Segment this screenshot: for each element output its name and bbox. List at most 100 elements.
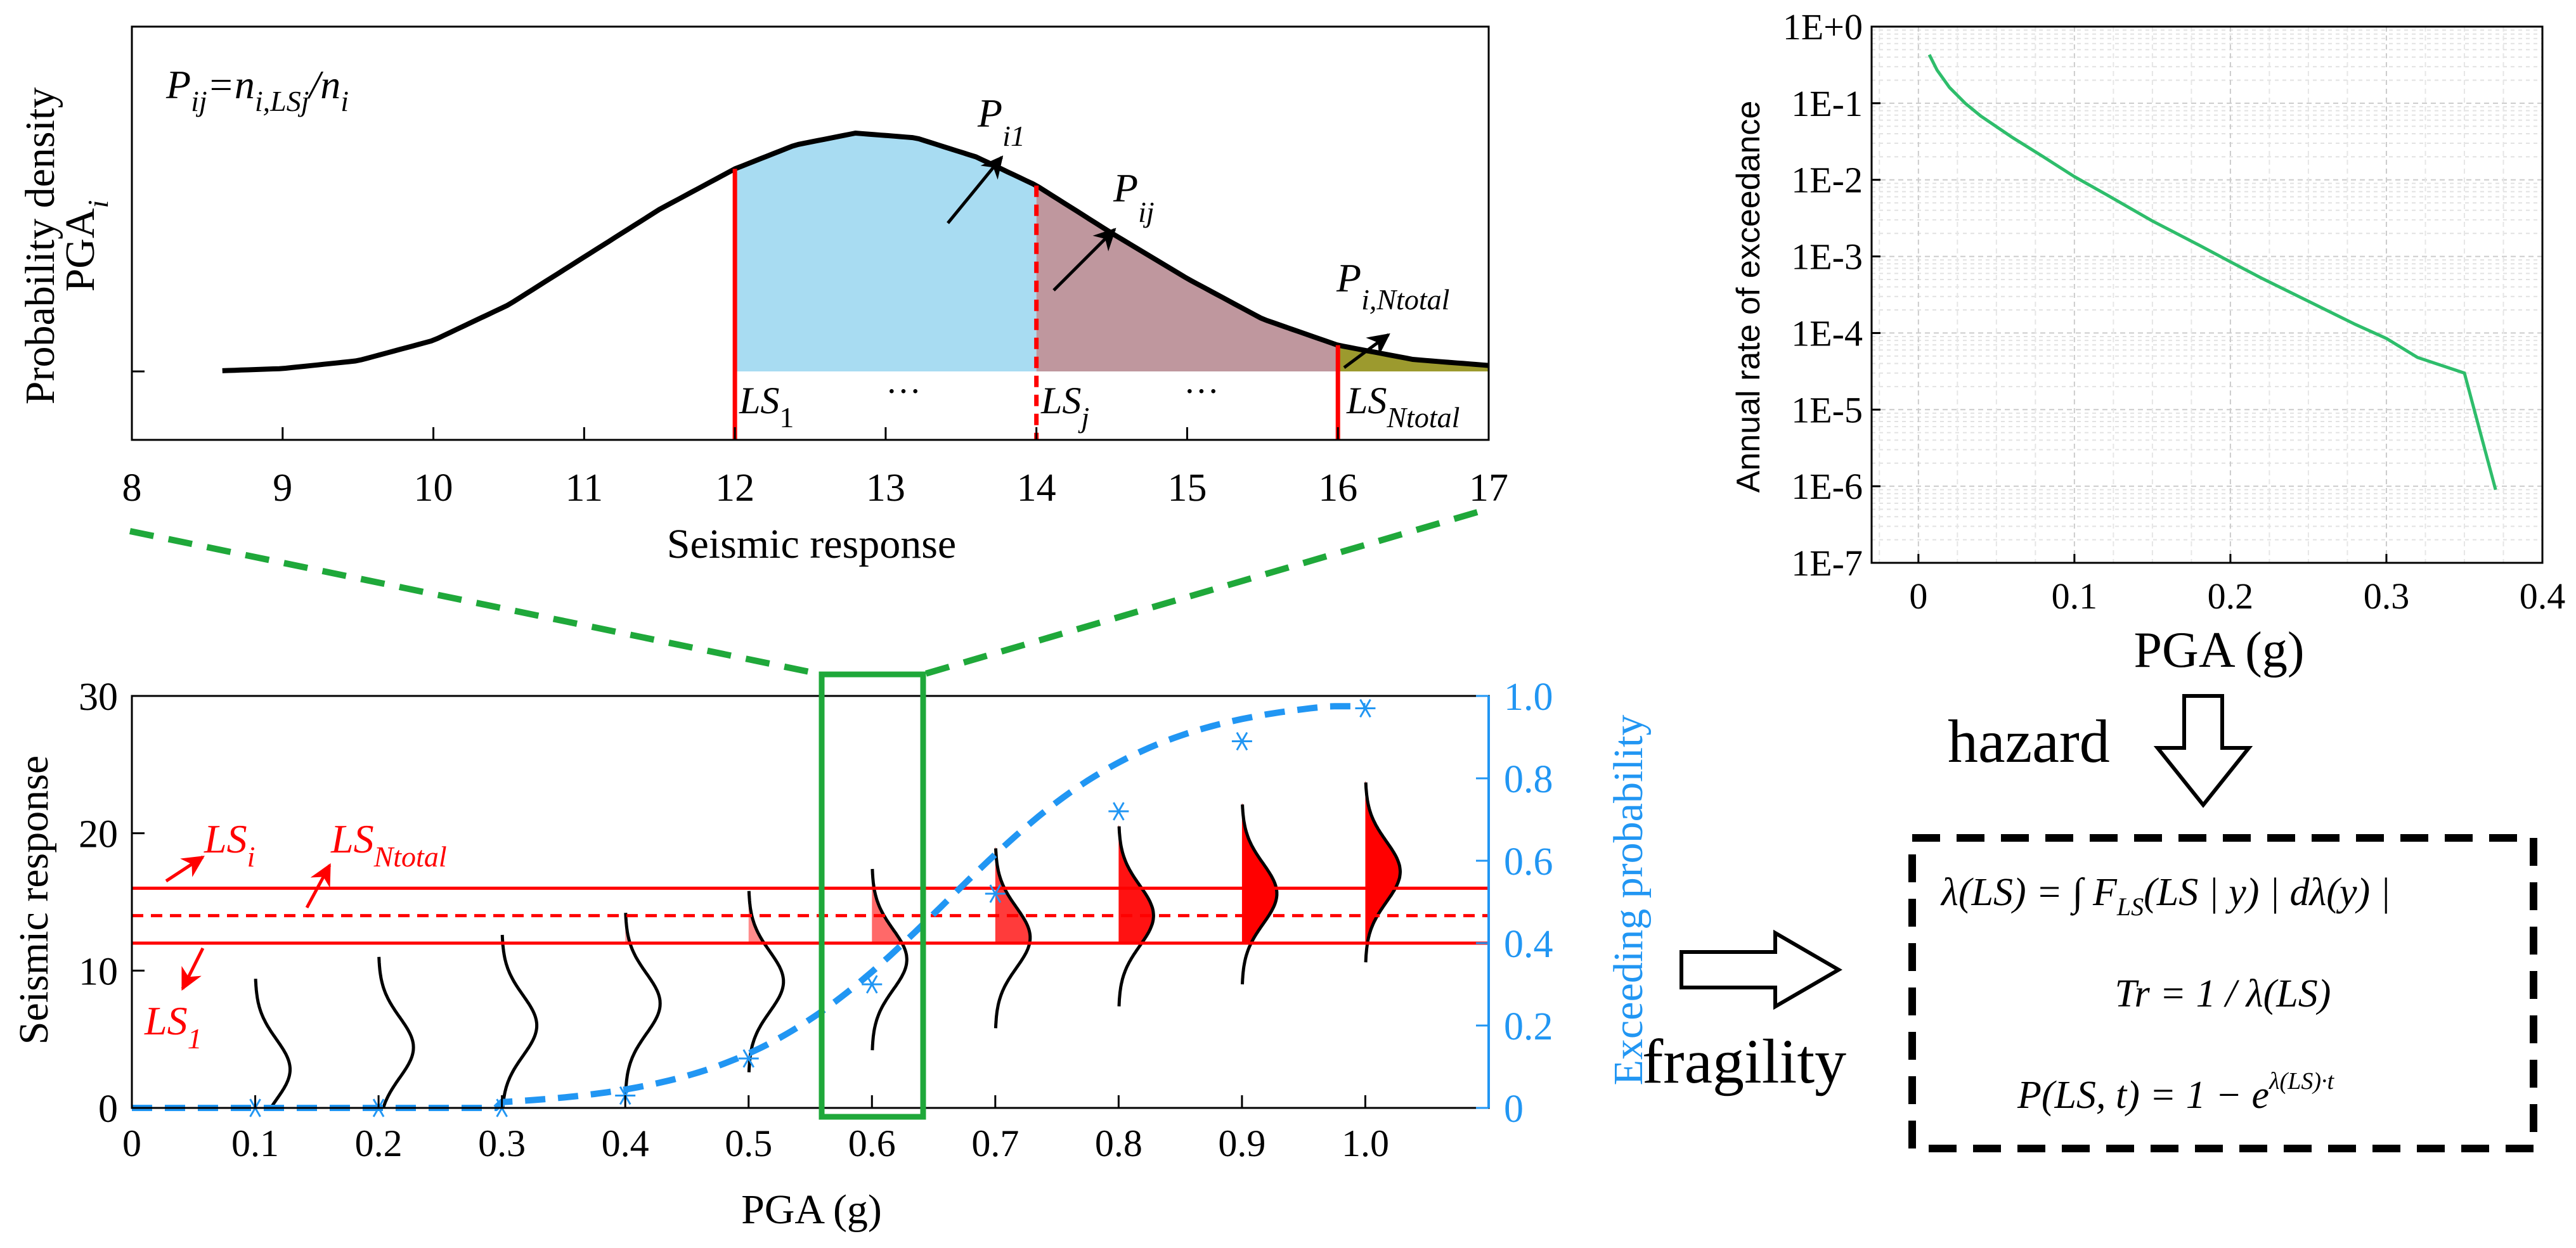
lsi-arrow	[165, 855, 205, 883]
y-left-tick-label: 0	[98, 1088, 118, 1131]
data-point-marker	[1355, 698, 1376, 718]
fragility-word: fragility	[1642, 1026, 1846, 1097]
x-tick-label: 0.1	[2052, 576, 2098, 617]
hazard-ylabel: Annual rate of exceedance	[1730, 101, 1767, 493]
x-tick-label: 9	[273, 466, 292, 510]
y-left-tick-label: 30	[79, 676, 118, 719]
data-point-marker	[738, 1049, 759, 1068]
ls1-label: LS1	[739, 380, 794, 434]
density-limit-lines	[732, 169, 1340, 440]
y-right-tick-label: 0.6	[1504, 840, 1553, 884]
x-tick-label: 17	[1469, 466, 1508, 510]
x-tick-label: 13	[866, 466, 905, 510]
pi1-label: Pi1	[977, 91, 1025, 152]
y-left-tick-label: 10	[79, 950, 118, 993]
down-arrow	[2153, 694, 2253, 808]
flow-section: hazard fragility λ(LS) = ∫ FLS(LS | y) |…	[1642, 694, 2537, 1152]
exceedance-fill	[1365, 781, 1401, 943]
lsi-label: LSi	[204, 816, 255, 873]
lsn-frag-label: LSNtotal	[330, 816, 447, 873]
zoom-connector-right	[922, 509, 1479, 678]
equation-box	[1908, 834, 2537, 1152]
marker-stroke	[865, 975, 878, 994]
pin-label: Pi,Ntotal	[1336, 255, 1449, 316]
x-tick-label: 14	[1017, 466, 1056, 510]
response-distribution	[377, 956, 415, 1108]
x-tick-label: 16	[1318, 466, 1357, 510]
lsn-arrow	[305, 863, 332, 909]
x-tick-label: 0.7	[971, 1123, 1019, 1164]
y-tick-label: 1E-7	[1791, 543, 1863, 584]
y-tick-label: 1E-3	[1791, 236, 1863, 278]
ls1-arrow	[181, 947, 205, 991]
x-tick-label: 0.3	[478, 1123, 526, 1164]
x-tick-label: 0.2	[2208, 576, 2254, 617]
y-tick-label: 1E-1	[1791, 83, 1863, 124]
hazard-word: hazard	[1948, 707, 2110, 775]
x-tick-label: 0.9	[1218, 1123, 1265, 1164]
hazard-axes-frame	[1870, 25, 2544, 564]
fragility-limit-lines	[132, 886, 1489, 945]
lsn-label: LSNtotal	[1346, 380, 1460, 434]
density-fills	[735, 133, 1489, 371]
fragility-xlabel: PGA (g)	[741, 1187, 882, 1233]
x-tick-label: 8	[122, 466, 142, 510]
pin-arrow	[1343, 333, 1390, 370]
density-xlabel: Seismic response	[667, 521, 956, 567]
data-point-marker	[1231, 731, 1252, 751]
x-tick-label: 0.3	[2364, 576, 2410, 617]
data-point-marker	[862, 975, 883, 994]
y-tick-label: 1E-4	[1791, 312, 1863, 354]
exceedance-fill	[748, 891, 765, 943]
x-tick-label: 0.1	[231, 1123, 279, 1164]
equation-3: P(LS, t) = 1 − eλ(LS)·t	[2017, 1068, 2334, 1117]
response-distribution	[254, 979, 292, 1108]
exceedance-fill	[1118, 825, 1154, 943]
response-distribution	[747, 891, 786, 1072]
hazard-grid	[1872, 26, 2542, 563]
marker-stroke	[1236, 731, 1248, 751]
region-1-fill	[735, 133, 1037, 371]
x-tick-label: 0.5	[725, 1123, 772, 1164]
density-x-ticks: 8 9 10 11 12 13 14 15 16 17	[122, 427, 1508, 510]
response-distribution	[624, 913, 662, 1095]
hazard-xlabel: PGA (g)	[2134, 622, 2305, 678]
fragility-ylabel-right: Exceeding probability	[1605, 715, 1652, 1086]
x-tick-label: 0.4	[2520, 576, 2566, 617]
density-formula: Pij=ni,LSj/ni	[165, 62, 349, 117]
x-tick-label: 12	[715, 466, 754, 510]
marker-stroke	[989, 884, 1002, 903]
response-distribution	[500, 934, 539, 1108]
density-ylabel-1: Probability density	[17, 87, 63, 404]
dots-2: ···	[1184, 372, 1219, 411]
fragility-ticks: 0 0.1 0.2 0.3 0.4 0.5 0.6 0.7 0.8 0.9 1.0 0 10 20 30 0 0…	[79, 676, 1553, 1164]
response-distribution	[1241, 804, 1279, 985]
y-right-tick-label: 0.8	[1504, 758, 1553, 801]
equation-1: λ(LS) = ∫ FLS(LS | y) | dλ(y) |	[1940, 871, 2391, 921]
y-right-tick-label: 1.0	[1504, 676, 1553, 719]
exceedance-fill	[1241, 803, 1277, 943]
fragility-distributions	[254, 781, 1402, 1108]
density-panel: 8 9 10 11 12 13 14 15 16 17 Seismic response Prob…	[17, 25, 1508, 567]
data-point-marker	[1108, 802, 1129, 821]
y-right-tick-label: 0.2	[1504, 1005, 1553, 1048]
density-curve	[222, 130, 1489, 373]
fragility-markers	[245, 698, 1376, 1117]
x-tick-label: 0.4	[602, 1123, 649, 1164]
region-2-fill	[1036, 185, 1338, 371]
x-tick-label: 1.0	[1342, 1123, 1389, 1164]
x-tick-label: 0.2	[355, 1123, 403, 1164]
y-tick-label: 1E-6	[1791, 466, 1863, 507]
response-distribution	[994, 848, 1032, 1029]
marker-stroke	[742, 1049, 755, 1068]
pij-arrow	[1052, 228, 1116, 292]
response-distribution	[1364, 782, 1402, 963]
x-tick-label: 0	[122, 1123, 141, 1164]
density-axes-frame	[131, 25, 1490, 441]
pi1-arrow	[947, 155, 1004, 224]
ls1-frag-label: LS1	[144, 998, 202, 1055]
hazard-panel: 1E+0 1E-1 1E-2 1E-3 1E-4 1E-5 1E-6 1E-7 0 0.1 0.2 0…	[1730, 6, 2565, 678]
fragility-axes-frame	[131, 695, 1490, 1109]
